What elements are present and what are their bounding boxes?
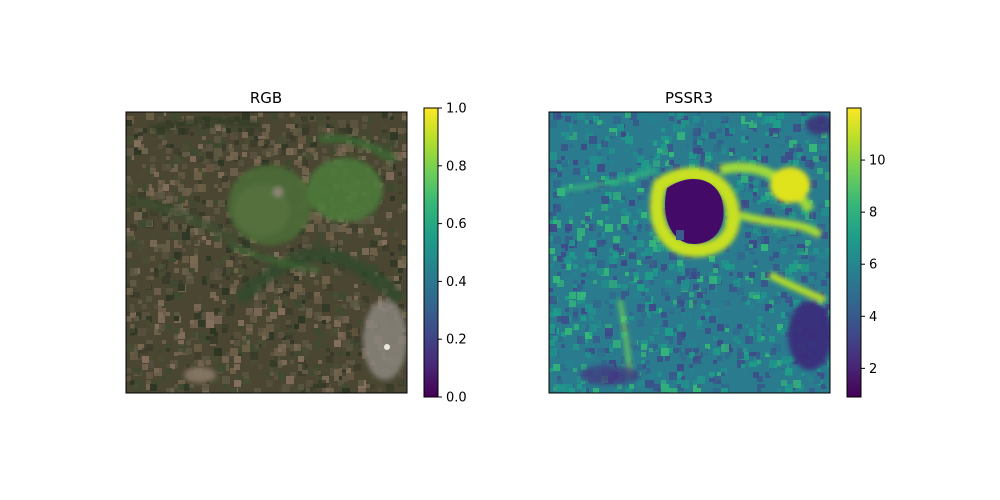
colorbar-tick-label: 0.8 [446,159,467,174]
colorbar-tick-label: 8 [869,206,877,221]
rgb-panel: RGB 0.0 0.2 0.4 0.6 0.8 1.0 [125,89,467,406]
colorbar-tick-label: 2 [869,362,877,377]
pssr3-colorbar: 2 4 6 8 10 [846,107,886,398]
rgb-colorbar: 0.0 0.2 0.4 0.6 0.8 1.0 [423,102,467,406]
rgb-title: RGB [250,89,282,107]
colorbar-tick-label: 0.2 [446,333,467,348]
rgb-axes-frame [125,111,408,394]
pssr3-image [549,112,830,393]
pssr3-panel: PSSR3 2 4 6 8 10 [548,89,886,398]
rgb-image [126,112,407,393]
colorbar-tick-label: 10 [869,154,886,169]
colorbar-tick-label: 4 [869,310,877,325]
colorbar-tick-label: 0.4 [446,275,467,290]
pssr3-axes-frame [548,111,831,394]
colorbar-tick-label: 0.0 [446,391,467,406]
colorbar-tick-label: 6 [869,258,877,273]
colorbar-tick-label: 0.6 [446,217,467,232]
colorbar-tick-label: 1.0 [446,102,467,117]
pssr3-title: PSSR3 [665,89,713,107]
